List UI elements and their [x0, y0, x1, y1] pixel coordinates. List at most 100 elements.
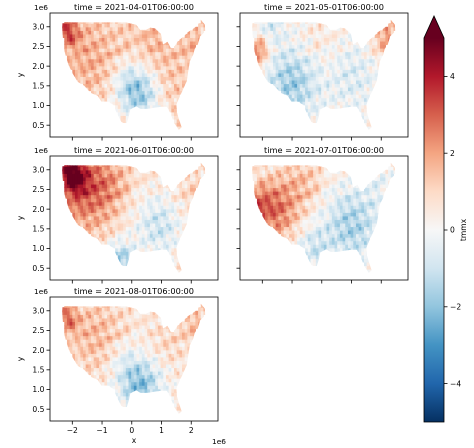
grid-cell [123, 176, 127, 181]
grid-cell [157, 51, 162, 56]
grid-cell [353, 233, 357, 238]
grid-cell [107, 219, 111, 224]
grid-cell [278, 219, 282, 224]
y-tick-label: 2.5 [32, 185, 44, 194]
grid-cell [281, 205, 285, 210]
grid-cell [366, 254, 370, 259]
grid-cell [125, 381, 130, 386]
grid-cell [388, 30, 392, 35]
grid-cell [355, 51, 360, 56]
grid-cell [133, 37, 138, 42]
grid-cell [77, 335, 81, 340]
grid-cell [133, 378, 138, 383]
grid-cell [339, 79, 344, 85]
grid-cell [117, 237, 122, 242]
grid-cell [117, 72, 122, 77]
grid-cell [101, 198, 106, 203]
grid-cell [350, 101, 354, 106]
grid-cell [168, 226, 172, 231]
grid-cell [313, 51, 317, 56]
grid-cell [369, 191, 373, 196]
grid-cell [278, 48, 282, 53]
grid-cell [382, 169, 387, 174]
grid-cell [112, 48, 116, 53]
anomaly-field [62, 303, 206, 414]
grid-cell [259, 26, 263, 31]
grid-cell [168, 40, 172, 46]
grid-cell [163, 58, 167, 63]
grid-cell [149, 87, 154, 92]
grid-cell [128, 169, 132, 174]
grid-cell [112, 212, 116, 217]
grid-cell [85, 194, 89, 199]
grid-cell [299, 187, 304, 192]
grid-cell [72, 180, 76, 185]
grid-cell [337, 83, 341, 88]
grid-cell [155, 198, 159, 203]
grid-cell [286, 212, 290, 217]
grid-cell [141, 371, 146, 376]
grid-cell [374, 198, 378, 203]
grid-cell [173, 104, 178, 109]
grid-cell [374, 51, 378, 56]
grid-cell [74, 169, 79, 174]
y-axis-label: y [16, 215, 25, 220]
grid-cell [131, 101, 135, 106]
grid-cell [136, 30, 140, 35]
grid-cell [163, 101, 167, 106]
grid-cell [281, 62, 285, 67]
grid-cell [141, 328, 146, 333]
grid-cell [318, 97, 322, 102]
grid-cell [286, 233, 290, 238]
grid-cell [157, 104, 162, 109]
grid-cell [125, 169, 130, 174]
grid-cell [117, 115, 122, 120]
grid-cell [96, 219, 100, 224]
grid-cell [69, 191, 73, 196]
grid-cell [101, 191, 106, 196]
grid-cell [286, 198, 290, 203]
grid-cell [163, 244, 167, 249]
grid-cell [329, 198, 333, 203]
grid-cell [337, 79, 341, 85]
grid-cell [353, 48, 357, 53]
grid-cell [128, 87, 132, 92]
grid-cell [278, 65, 282, 70]
grid-cell [107, 205, 111, 210]
grid-cell [104, 240, 108, 245]
grid-cell [139, 104, 143, 109]
grid-cell [313, 101, 317, 106]
grid-cell [136, 101, 140, 106]
grid-cell [131, 317, 135, 322]
grid-cell [382, 183, 387, 189]
grid-cell [374, 55, 378, 60]
grid-cell [363, 247, 368, 252]
grid-cell [163, 233, 167, 238]
grid-cell [347, 94, 352, 99]
grid-cell [101, 62, 106, 67]
y-axis-label: y [16, 72, 25, 77]
grid-cell [168, 97, 172, 102]
grid-cell [283, 198, 287, 203]
grid-cell [278, 72, 282, 77]
grid-cell [152, 310, 156, 315]
grid-cell [144, 55, 148, 60]
grid-cell [72, 212, 76, 217]
grid-cell [66, 328, 71, 333]
grid-cell [337, 212, 341, 217]
grid-cell [99, 191, 103, 196]
grid-cell [112, 55, 116, 60]
grid-cell [125, 367, 130, 372]
grid-cell [139, 222, 143, 228]
grid-cell [168, 187, 172, 192]
grid-cell [107, 317, 111, 322]
grid-cell [85, 169, 89, 174]
grid-cell [294, 240, 298, 245]
grid-cell [337, 48, 341, 53]
grid-cell [91, 51, 95, 56]
grid-cell [115, 58, 119, 63]
grid-cell [286, 230, 290, 235]
grid-cell [115, 339, 119, 344]
grid-cell [334, 183, 338, 189]
grid-cell [133, 339, 138, 344]
